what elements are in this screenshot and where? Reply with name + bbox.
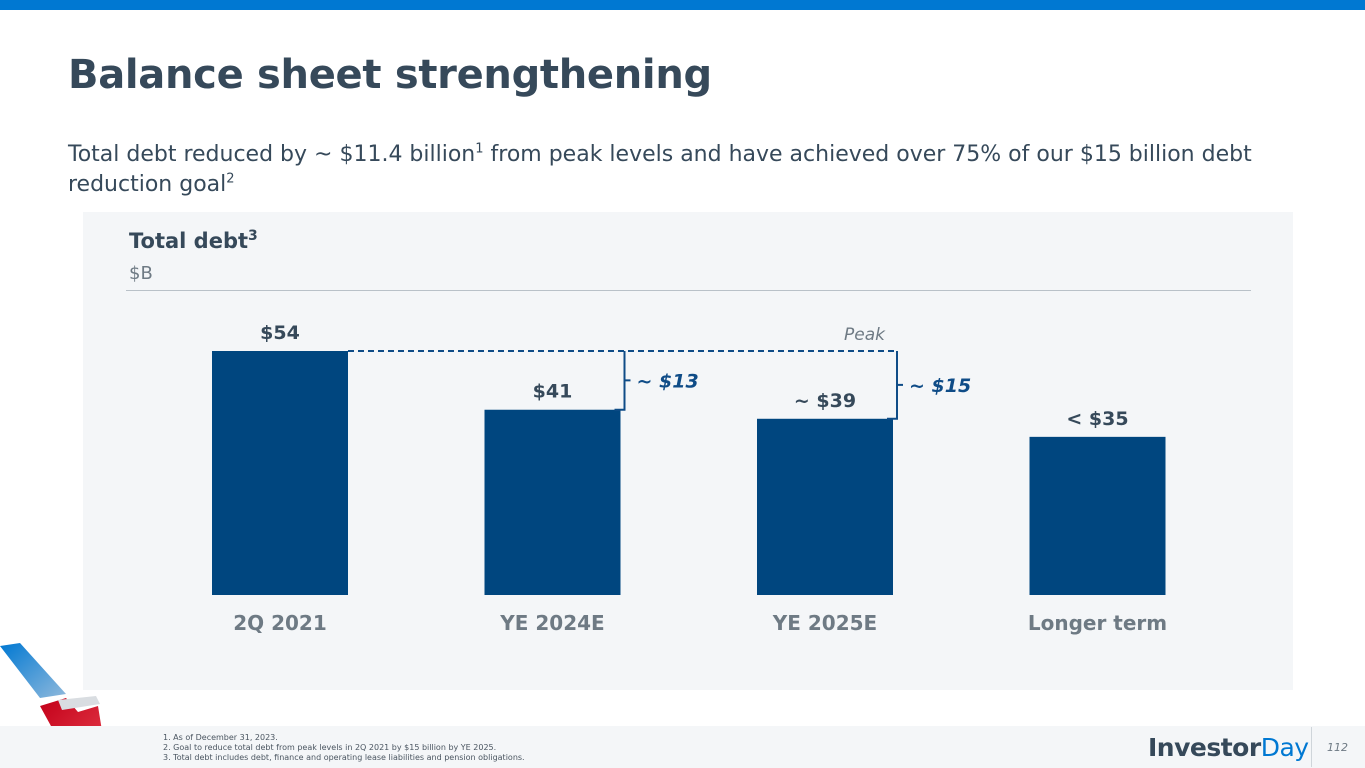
chart-title-text: Total debt [129, 229, 249, 253]
subtitle-text-2: from peak levels and have achieved over … [68, 142, 1252, 197]
page-number: 112 [1327, 741, 1348, 754]
footer-bar [0, 726, 1365, 768]
investor-day-logo: InvestorDay [1148, 733, 1309, 762]
page-title: Balance sheet strengthening [68, 52, 712, 98]
footnote-3: 3. Total debt includes debt, finance and… [163, 753, 525, 762]
category-label-3: Longer term [1028, 611, 1167, 635]
bar-0 [212, 351, 348, 595]
category-label-0: 2Q 2021 [233, 611, 327, 635]
bar-value-label-2: ~ $39 [794, 390, 856, 412]
bar-value-label-1: $41 [533, 381, 573, 403]
bracket-2025 [887, 351, 898, 420]
subtitle-text-1: Total debt reduced by ~ $11.4 billion [68, 142, 476, 167]
page-subtitle: Total debt reduced by ~ $11.4 billion1 f… [68, 140, 1268, 200]
footnote-ref-2: 2 [226, 171, 235, 187]
footnote-2: 2. Goal to reduce total debt from peak l… [163, 743, 497, 752]
footer-divider [1311, 727, 1312, 767]
bar-chart: $54 2Q 2021 $41 YE 2024E ~ $39 YE 2025E < $35 L… [212, 322, 1167, 635]
bar-1 [484, 409, 621, 595]
reduction-label-2025: ~ $15 [909, 375, 971, 397]
chart-unit: $B [129, 263, 153, 284]
bar-value-label-3: < $35 [1066, 408, 1128, 430]
chart-header-rule [126, 290, 1251, 291]
bracket-2024 [614, 351, 626, 411]
footnote-ref-3: 3 [248, 228, 258, 244]
category-label-2: YE 2025E [772, 611, 877, 635]
peak-label: Peak [844, 325, 886, 345]
chart-title: Total debt3 [129, 228, 258, 253]
category-label-1: YE 2024E [499, 611, 604, 635]
brand-bold: Investor [1148, 733, 1261, 762]
footnotes: 1. As of December 31, 2023. 2. Goal to r… [163, 733, 525, 763]
bar-value-label-0: $54 [260, 322, 300, 344]
brand-light: Day [1260, 733, 1309, 762]
bar-3 [1029, 436, 1166, 595]
reduction-label-2024: ~ $13 [637, 370, 699, 392]
top-accent-bar [0, 0, 1365, 10]
footnote-ref-1: 1 [475, 141, 484, 157]
bar-2 [757, 418, 893, 595]
footnote-1: 1. As of December 31, 2023. [163, 733, 278, 742]
